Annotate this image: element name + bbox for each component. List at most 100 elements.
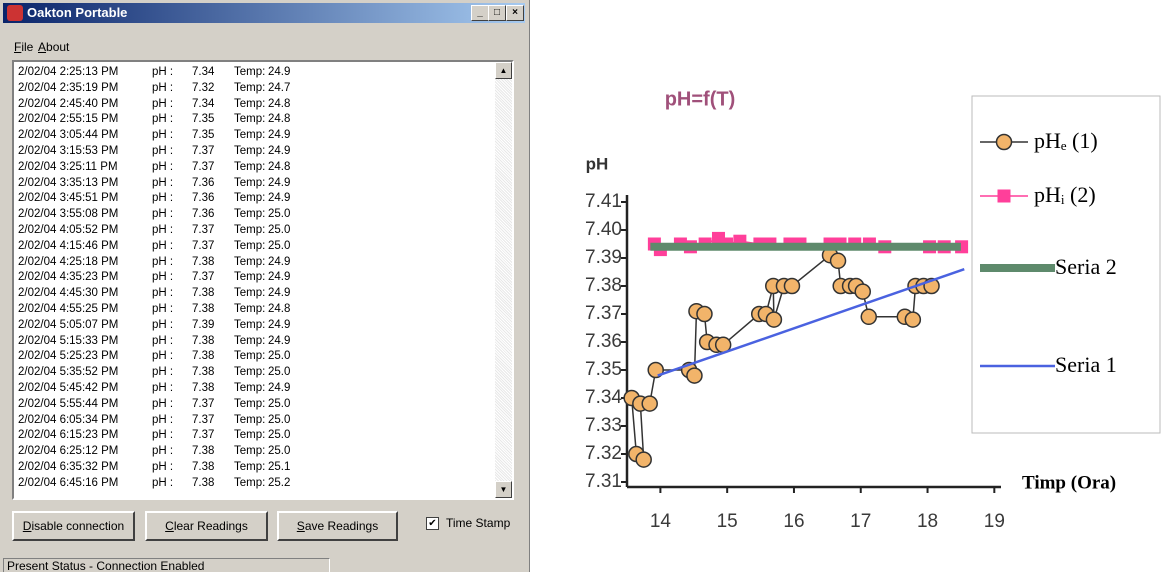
cell: Temp: bbox=[234, 477, 265, 489]
y-tick-label: 7.39 bbox=[585, 247, 622, 268]
y-tick-label: 7.34 bbox=[585, 387, 622, 408]
cell: 7.37 bbox=[192, 271, 214, 283]
y-tick-label: 7.35 bbox=[585, 359, 622, 380]
cell: pH : bbox=[152, 429, 173, 441]
data-point bbox=[766, 312, 781, 327]
data-point bbox=[905, 312, 920, 327]
cell: pH : bbox=[152, 98, 173, 110]
maximize-button[interactable]: □ bbox=[488, 5, 506, 21]
y-tick-label: 7.31 bbox=[585, 471, 622, 492]
cell: pH : bbox=[152, 82, 173, 94]
cell: Temp: bbox=[234, 287, 265, 299]
close-button[interactable]: × bbox=[506, 5, 524, 21]
scroll-down[interactable]: ▼ bbox=[495, 481, 512, 498]
cell: pH : bbox=[152, 145, 173, 157]
cell: Temp: bbox=[234, 224, 265, 236]
x-axis-label: Timp (Ora) bbox=[1022, 472, 1116, 493]
cell: Temp: bbox=[234, 256, 265, 268]
cell: Temp: bbox=[234, 350, 265, 362]
chart-title: pH=f(T) bbox=[665, 88, 736, 110]
legend-label: Seria 2 bbox=[1055, 254, 1117, 279]
y-tick-label: 7.40 bbox=[585, 219, 622, 240]
x-tick-label: 14 bbox=[650, 511, 672, 532]
cell: 2/02/04 5:35:52 PM bbox=[18, 366, 118, 378]
cell: 24.9 bbox=[268, 129, 290, 141]
cell: 25.0 bbox=[268, 429, 290, 441]
cell: 7.35 bbox=[192, 129, 214, 141]
cell: Temp: bbox=[234, 303, 265, 315]
cell: 25.0 bbox=[268, 414, 290, 426]
cell: 7.36 bbox=[192, 177, 214, 189]
cell: Temp: bbox=[234, 192, 265, 204]
cell: 7.38 bbox=[192, 303, 214, 315]
cell: 7.37 bbox=[192, 240, 214, 252]
cell: 2/02/04 3:35:13 PM bbox=[18, 177, 118, 189]
cell: 7.38 bbox=[192, 287, 214, 299]
cell: 2/02/04 6:05:34 PM bbox=[18, 414, 118, 426]
cell: Temp: bbox=[234, 161, 265, 173]
cell: 24.9 bbox=[268, 256, 290, 268]
x-tick-label: 16 bbox=[783, 511, 804, 532]
cell: 25.1 bbox=[268, 461, 290, 473]
cell: 24.8 bbox=[268, 303, 290, 315]
cell: 7.38 bbox=[192, 445, 214, 457]
cell: pH : bbox=[152, 271, 173, 283]
data-point bbox=[831, 253, 846, 268]
cell: Temp: bbox=[234, 271, 265, 283]
cell: 24.8 bbox=[268, 98, 290, 110]
cell: pH : bbox=[152, 382, 173, 394]
cell: pH : bbox=[152, 350, 173, 362]
cell: 7.37 bbox=[192, 224, 214, 236]
cell: pH : bbox=[152, 161, 173, 173]
cell: 2/02/04 3:45:51 PM bbox=[18, 192, 118, 204]
button[interactable]: Save Readings bbox=[277, 511, 398, 541]
button[interactable]: Clear Readings bbox=[145, 511, 268, 541]
menu-item[interactable]: About bbox=[38, 40, 69, 54]
app-icon bbox=[7, 5, 23, 21]
cell: 7.37 bbox=[192, 429, 214, 441]
cell: Temp: bbox=[234, 82, 265, 94]
minimize-button[interactable]: _ bbox=[471, 5, 489, 21]
y-tick-label: 7.38 bbox=[585, 275, 622, 296]
cell: Temp: bbox=[234, 98, 265, 110]
button-label: Clear Readings bbox=[165, 513, 248, 539]
cell: 2/02/04 6:15:23 PM bbox=[18, 429, 118, 441]
scrollbar[interactable]: ▲ ▼ bbox=[495, 62, 512, 498]
button[interactable]: Disable connection bbox=[12, 511, 135, 541]
cell: 24.9 bbox=[268, 335, 290, 347]
cell: 25.0 bbox=[268, 208, 290, 220]
cell: 2/02/04 2:25:13 PM bbox=[18, 66, 118, 78]
cell: 7.35 bbox=[192, 113, 214, 125]
cell: 7.38 bbox=[192, 350, 214, 362]
list-row: 2/02/04 5:55:44 PMpH :7.37Temp:25.0 bbox=[18, 398, 488, 413]
cell: Temp: bbox=[234, 429, 265, 441]
cell: 2/02/04 6:35:32 PM bbox=[18, 461, 118, 473]
cell: 7.39 bbox=[192, 319, 214, 331]
cell: 25.0 bbox=[268, 445, 290, 457]
cell: 2/02/04 2:55:15 PM bbox=[18, 113, 118, 125]
checkbox[interactable]: ✔ bbox=[426, 517, 439, 530]
menu-item[interactable]: File bbox=[14, 40, 33, 54]
cell: Temp: bbox=[234, 414, 265, 426]
scroll-up[interactable]: ▲ bbox=[495, 62, 512, 79]
cell: pH : bbox=[152, 477, 173, 489]
cell: pH : bbox=[152, 414, 173, 426]
cell: pH : bbox=[152, 319, 173, 331]
data-point bbox=[855, 284, 870, 299]
x-tick-label: 17 bbox=[850, 511, 871, 532]
cell: pH : bbox=[152, 113, 173, 125]
cell: 7.37 bbox=[192, 161, 214, 173]
cell: pH : bbox=[152, 192, 173, 204]
